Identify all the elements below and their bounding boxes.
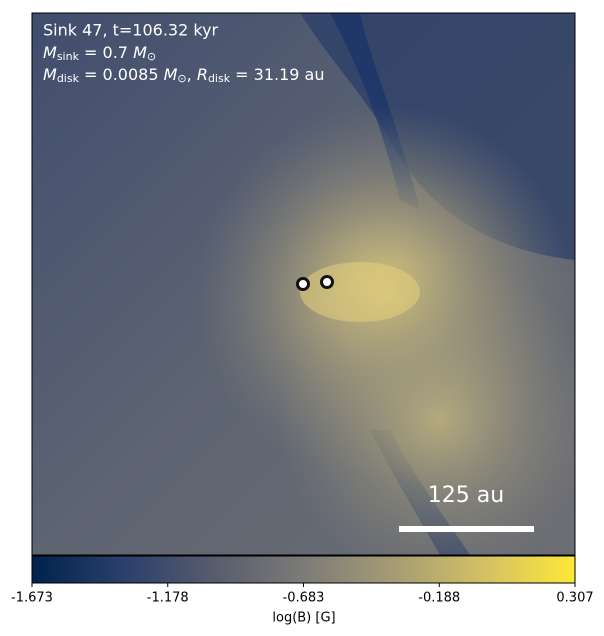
colorbar-tick-label: -1.673 <box>11 591 53 606</box>
annotation: Sink 47, t=106.32 kyr <box>43 21 219 40</box>
colorbar-tick-label: -0.188 <box>418 591 460 606</box>
colorbar-tick-label: -0.683 <box>283 591 325 606</box>
scale-bar-label: 125 au <box>428 483 504 508</box>
colorbar-label: log(B) [G] <box>272 611 335 626</box>
plot-frame <box>31 12 576 556</box>
colorbar-tick-label: -1.178 <box>147 591 189 606</box>
colorbar-tick-label: 0.307 <box>556 591 593 606</box>
annotation: Mdisk = 0.0085 M⊙, Rdisk = 31.19 au <box>43 65 325 86</box>
colorbar <box>31 555 576 584</box>
annotation: Msink = 0.7 M⊙ <box>43 43 156 64</box>
sink-particles <box>296 275 334 291</box>
